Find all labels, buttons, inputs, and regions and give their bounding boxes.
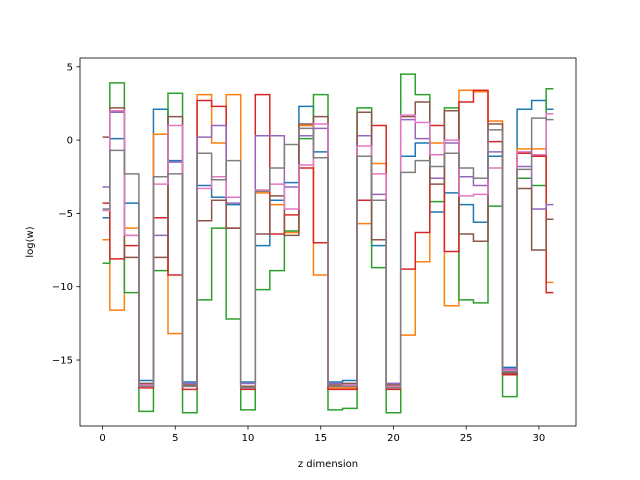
y-tick-label: 5 xyxy=(67,62,73,73)
x-tick-label: 20 xyxy=(387,433,400,444)
plot-frame xyxy=(79,57,577,427)
y-tick-label: −10 xyxy=(52,282,73,293)
y-tick-label: −5 xyxy=(58,209,73,220)
series-layer xyxy=(102,73,554,414)
x-tick-label: 30 xyxy=(533,433,546,444)
x-tick-label: 0 xyxy=(99,433,105,444)
x-tick-label: 5 xyxy=(172,433,178,444)
y-tick-label: −15 xyxy=(52,356,73,367)
series-line-8 xyxy=(102,117,554,389)
x-axis-label: z dimension xyxy=(298,459,358,470)
x-tick-label: 15 xyxy=(314,433,327,444)
x-tick-label: 10 xyxy=(242,433,255,444)
y-axis-label: log(w) xyxy=(25,226,36,257)
x-axis: 0 5 10 15 20 25 30 xyxy=(99,426,545,444)
y-tick-label: 0 xyxy=(67,136,73,147)
y-axis: 5 0 −5 −10 −15 xyxy=(52,62,80,367)
x-tick-label: 25 xyxy=(460,433,473,444)
